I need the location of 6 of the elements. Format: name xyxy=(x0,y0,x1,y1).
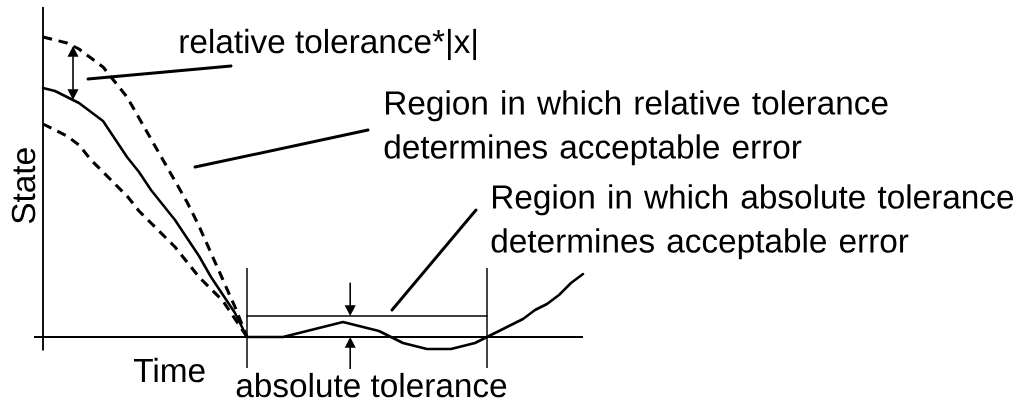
x-axis-title: Time xyxy=(134,357,205,383)
text: absolute tolerance xyxy=(236,372,507,398)
annotation: Region in which absolute tolerance determines acceptable error xyxy=(491,184,1014,260)
annotation: relative tolerance*|x| xyxy=(180,28,477,61)
y-axis-title: State xyxy=(11,148,36,224)
annotation: Region in which relative tolerance determines acceptable error xyxy=(384,90,888,166)
